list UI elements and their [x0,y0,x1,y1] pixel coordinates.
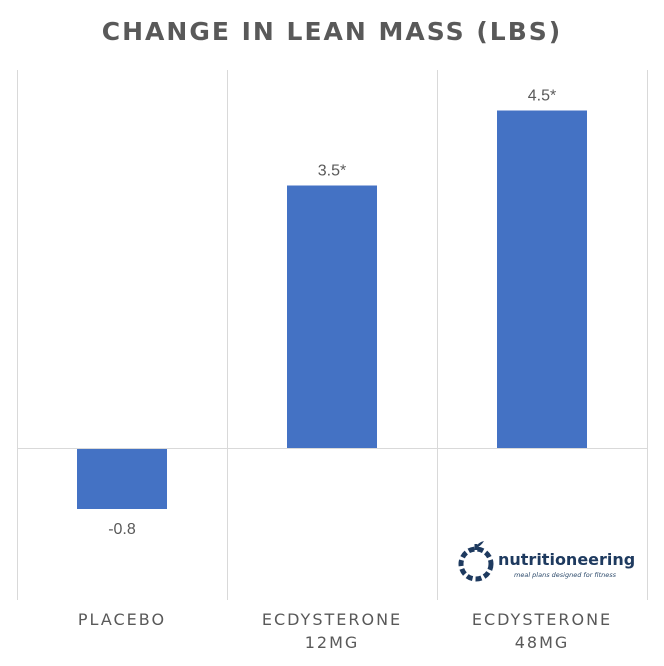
bar [497,110,587,448]
logo-tagline: meal plans designed for fitness [514,571,617,579]
category-label: ECDYSTERONE [262,610,402,629]
category-label: 12MG [305,633,360,652]
bar [77,449,167,509]
logo-name: nutritioneering [498,550,635,569]
category-label: 48MG [515,633,570,652]
nutritioneering-logo: nutritioneering meal plans designed for … [458,541,635,582]
chart-title: CHANGE IN LEAN MASS (LBS) [102,17,562,46]
grid-lines [17,70,648,600]
data-label: 3.5* [318,163,346,180]
bar [287,185,377,448]
apple-icon [458,541,494,582]
category-label: PLACEBO [78,610,166,629]
data-label: 4.5* [528,88,556,105]
data-label: -0.8 [108,521,136,538]
data-labels: -0.8 3.5* 4.5* [108,88,556,539]
category-labels: PLACEBO ECDYSTERONE 12MG ECDYSTERONE 48MG [78,610,612,652]
bar-series [77,110,587,509]
category-label: ECDYSTERONE [472,610,612,629]
